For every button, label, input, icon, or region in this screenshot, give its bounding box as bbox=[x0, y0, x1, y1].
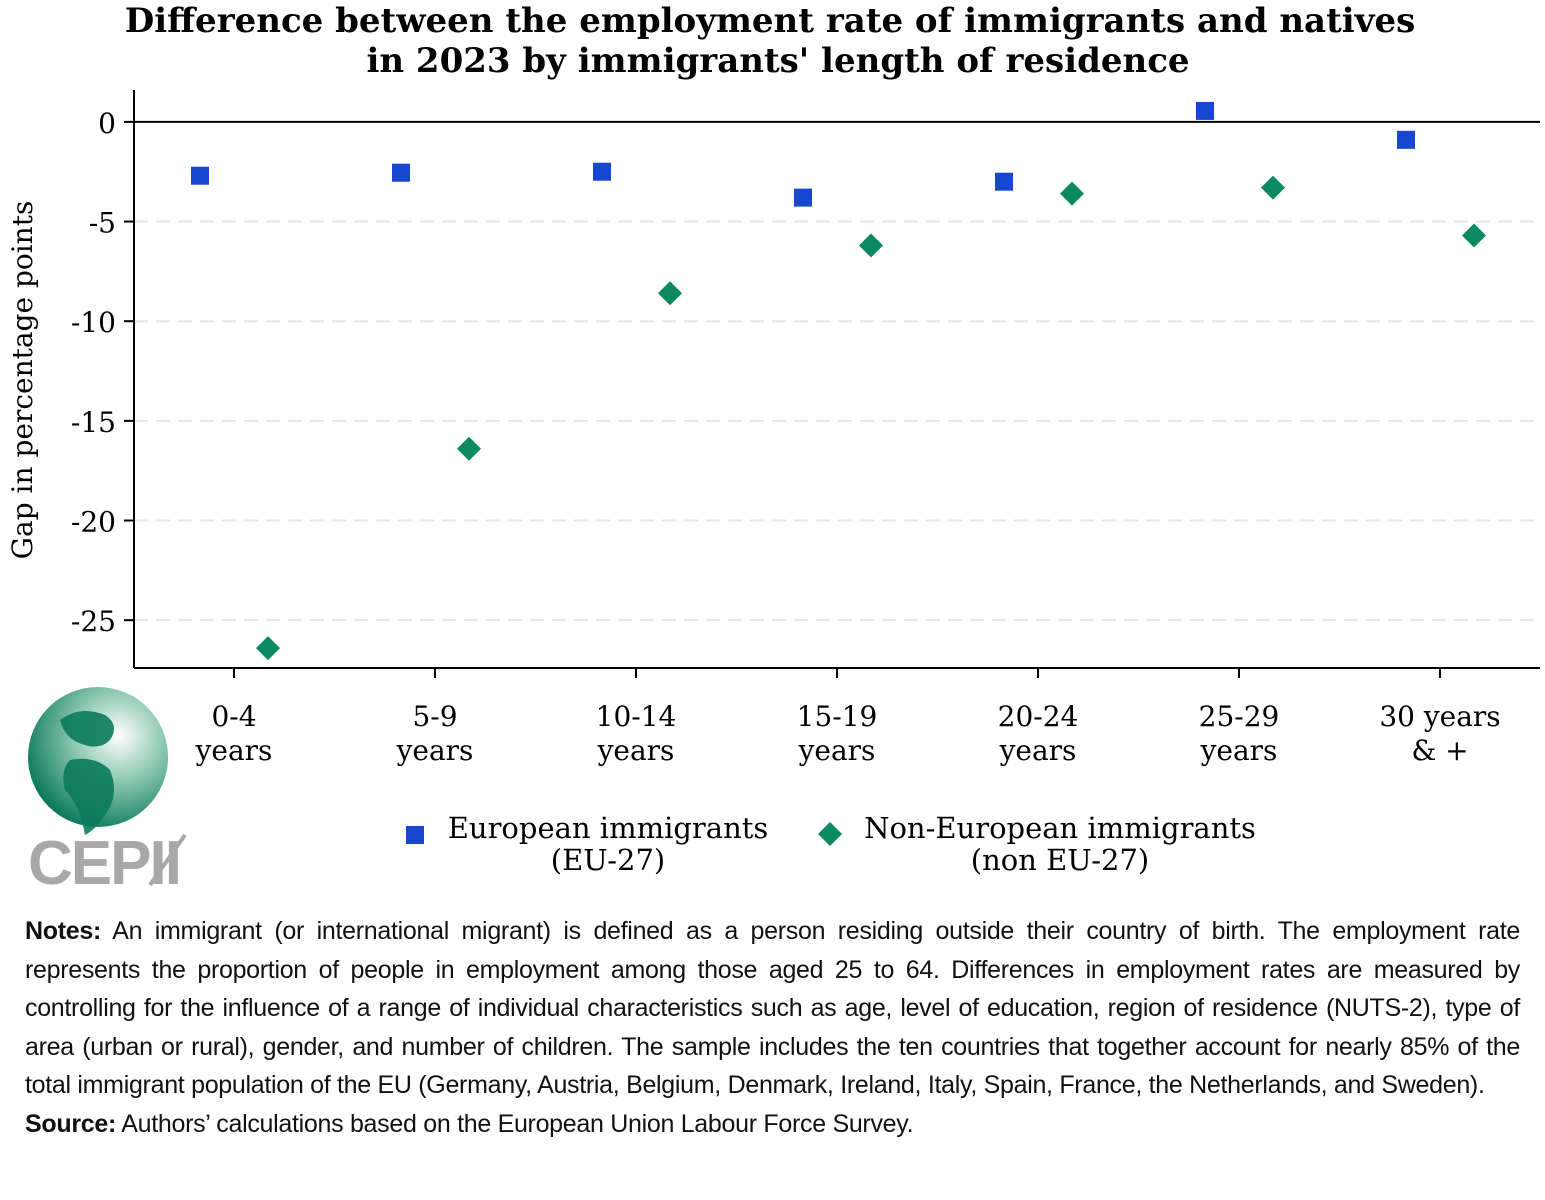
legend-non-european-label: Non-European immigrants bbox=[864, 811, 1256, 845]
european-marker bbox=[1397, 130, 1415, 149]
chart: Difference between the employment rate o… bbox=[6, 1, 1540, 898]
x-tick-label: 10-14 bbox=[596, 700, 677, 733]
x-tick-label: 15-19 bbox=[797, 700, 878, 733]
y-tick-label: -20 bbox=[71, 506, 116, 539]
y-axis-label: Gap in percentage points bbox=[6, 201, 39, 560]
y-tick-label: -25 bbox=[71, 605, 116, 638]
x-tick-label: 0-4 bbox=[211, 700, 256, 733]
legend-non-european-label: (non EU-27) bbox=[971, 843, 1149, 877]
legend-non-european-marker bbox=[818, 822, 842, 846]
y-tick-label: -10 bbox=[71, 306, 116, 339]
legend-european-label: (EU-27) bbox=[551, 843, 665, 877]
x-tick-label: 30 years bbox=[1379, 700, 1500, 733]
non-european-marker bbox=[457, 436, 481, 461]
non-european-marker bbox=[658, 281, 682, 306]
non-european-marker bbox=[859, 233, 883, 258]
non-european-marker bbox=[1261, 175, 1285, 200]
european-marker bbox=[191, 166, 209, 185]
notes-text: An immigrant (or international migrant) … bbox=[25, 917, 1520, 1100]
non-european-marker bbox=[256, 636, 280, 661]
x-tick-label: & + bbox=[1411, 734, 1468, 767]
european-marker bbox=[995, 172, 1013, 191]
european-marker bbox=[392, 163, 410, 182]
notes-label: Notes: bbox=[25, 917, 101, 945]
cepii-logo: CEPII bbox=[28, 687, 187, 898]
european-marker bbox=[794, 188, 812, 207]
y-tick-label: -15 bbox=[71, 406, 116, 439]
x-tick-label: years bbox=[1200, 734, 1278, 767]
non-european-marker bbox=[1462, 223, 1486, 248]
notes-block: Notes: An immigrant (or international mi… bbox=[25, 912, 1520, 1144]
y-tick-label: -5 bbox=[89, 207, 116, 240]
y-tick-label: 0 bbox=[98, 107, 116, 140]
x-tick-label: years bbox=[597, 734, 675, 767]
chart-title-line1: Difference between the employment rate o… bbox=[125, 1, 1416, 41]
legend-european-marker bbox=[406, 826, 424, 844]
source-paragraph: Source: Authors’ calculations based on t… bbox=[25, 1105, 1520, 1144]
chart-title-line2: in 2023 by immigrants' length of residen… bbox=[366, 41, 1189, 81]
european-marker bbox=[593, 162, 611, 181]
x-tick-label: 5-9 bbox=[412, 700, 457, 733]
legend-european-label: European immigrants bbox=[448, 811, 769, 845]
svg-text:CEPII: CEPII bbox=[28, 829, 180, 898]
source-text: Authors’ calculations based on the Europ… bbox=[115, 1109, 914, 1138]
x-tick-label: 20-24 bbox=[998, 700, 1079, 733]
x-tick-label: years bbox=[396, 734, 474, 767]
source-label: Source: bbox=[25, 1109, 116, 1138]
x-tick-label: years bbox=[798, 734, 876, 767]
x-tick-label: 25-29 bbox=[1199, 700, 1280, 733]
x-tick-label: years bbox=[195, 734, 273, 767]
notes-paragraph: Notes: An immigrant (or international mi… bbox=[25, 912, 1520, 1105]
european-marker bbox=[1196, 101, 1214, 120]
x-tick-label: years bbox=[999, 734, 1077, 767]
non-european-marker bbox=[1060, 181, 1084, 206]
